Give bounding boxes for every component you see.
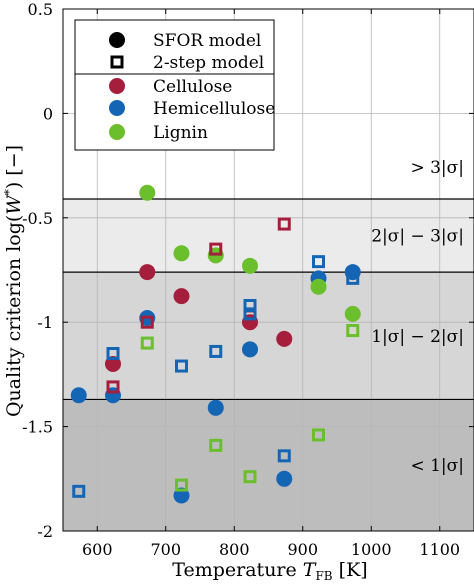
sigma-band — [63, 272, 474, 400]
data-points — [70, 184, 361, 504]
band-label: > 3|σ| — [410, 158, 464, 178]
y-tick-label: -1 — [37, 313, 53, 332]
data-point-circle — [310, 278, 327, 295]
x-tick-label: 1100 — [419, 540, 460, 559]
data-point-circle — [139, 264, 156, 281]
data-point-circle — [276, 470, 293, 487]
data-point-square — [175, 478, 189, 492]
y-axis-title: Quality criterion log(W*) [−] — [2, 145, 25, 417]
data-point-circle — [276, 330, 293, 347]
data-point-square — [312, 255, 326, 269]
y-tick-label: -2 — [37, 522, 53, 541]
y-tick-label: -0.5 — [22, 209, 53, 228]
data-point-square — [243, 307, 257, 321]
band-label: 1|σ| − 2|σ| — [371, 327, 464, 347]
data-point-square — [106, 380, 120, 394]
data-point-square — [346, 271, 360, 285]
band-boundaries — [63, 198, 474, 401]
sigma-band — [63, 399, 474, 531]
legend-marker-color — [109, 78, 125, 94]
axis-ticks: 600 700 800 900 1000 1100 -2 -1.5 -1 -0.5 0 0.5 — [22, 0, 474, 559]
legend-marker-circle — [109, 32, 125, 48]
legend-label: Cellulose — [153, 77, 232, 97]
y-tick-label: 0.5 — [28, 0, 53, 19]
data-point-square — [175, 359, 189, 373]
x-tick-label: 1000 — [351, 540, 392, 559]
x-tick-label: 900 — [287, 540, 318, 559]
legend-marker-square — [110, 55, 124, 69]
band-labels: > 3|σ| 2|σ| − 3|σ| 1|σ| − 2|σ| < 1|σ| — [371, 158, 464, 476]
legend-label: 2-step model — [153, 53, 264, 73]
data-point-circle — [70, 387, 87, 404]
data-point-square — [312, 428, 326, 442]
data-point-square — [140, 336, 154, 350]
data-point-square — [106, 347, 120, 361]
data-point-square — [140, 315, 154, 329]
y-tick-label: 0 — [43, 104, 53, 123]
data-point-circle — [173, 288, 190, 305]
plot-frame — [62, 8, 474, 532]
band-label: < 1|σ| — [410, 456, 464, 476]
y-tick-label: -1.5 — [22, 418, 53, 437]
data-point-square — [209, 438, 223, 452]
data-point-circle — [207, 399, 224, 416]
band-label: 2|σ| − 3|σ| — [371, 227, 464, 247]
x-tick-label: 700 — [150, 540, 181, 559]
sigma-band — [63, 199, 474, 273]
data-point-square — [346, 324, 360, 338]
data-point-square — [243, 470, 257, 484]
x-tick-label: 800 — [219, 540, 250, 559]
x-axis-title: Temperature TFB [K] — [172, 559, 367, 583]
legend-label: SFOR model — [153, 31, 261, 51]
data-point-circle — [242, 341, 259, 358]
data-point-square — [72, 484, 86, 498]
data-point-circle — [242, 257, 259, 274]
data-point-square — [277, 217, 291, 231]
data-point-circle — [344, 305, 361, 322]
legend-marker-color — [109, 124, 125, 140]
data-point-circle — [139, 184, 156, 201]
data-point-square — [243, 298, 257, 312]
data-point-square — [209, 344, 223, 358]
legend-box — [74, 19, 275, 151]
x-tick-label: 600 — [82, 540, 113, 559]
data-point-square — [277, 449, 291, 463]
data-point-square — [209, 242, 223, 256]
legend-label: Hemicellulose — [153, 99, 275, 119]
data-point-circle — [173, 245, 190, 262]
legend-marker-color — [109, 100, 125, 116]
legend-label: Lignin — [153, 123, 208, 143]
